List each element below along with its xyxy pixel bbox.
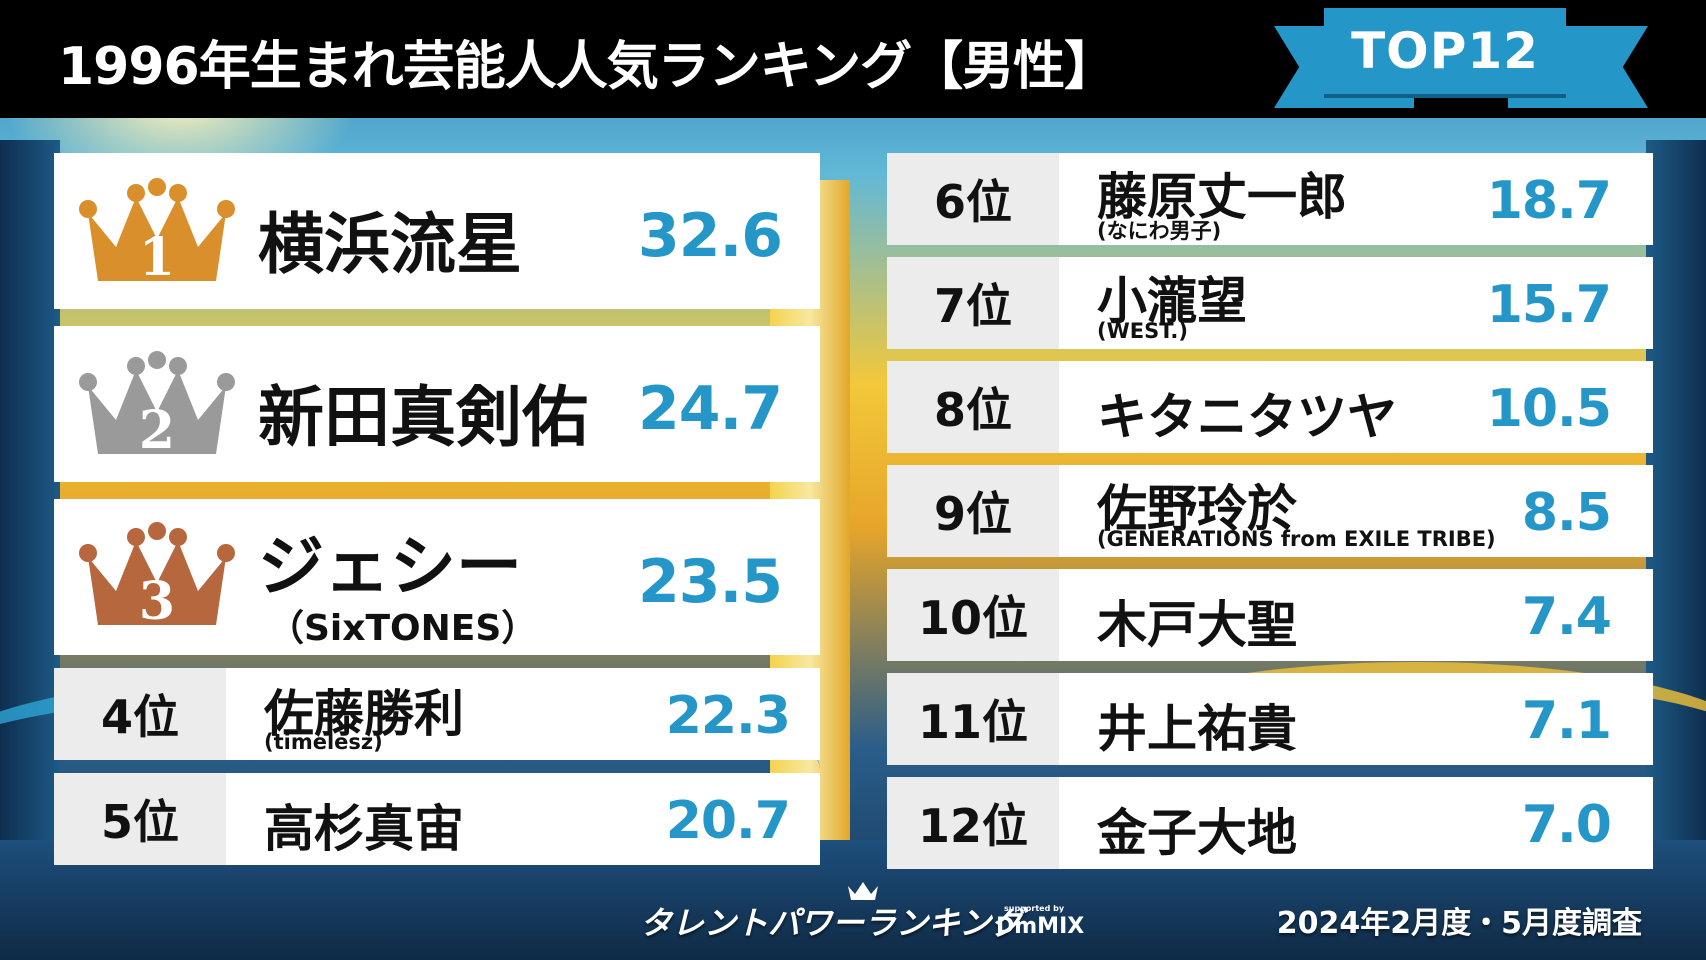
rank-group: (timelesz) [264,730,383,754]
rank-number: 9位 [887,465,1059,557]
top12-ribbon: TOP12 [1324,8,1566,94]
crown-rank-number: 3 [139,571,175,632]
rank-number: 5位 [54,773,226,865]
rank-card-7: 7位 小瀧望 (WEST.) 15.7 [887,257,1653,349]
crown-rank-number: 1 [139,227,175,288]
bronze-crown-icon: 3 [79,522,235,632]
rank-score: 8.5 [1521,483,1612,543]
sponsor-logo: DmMIX [996,914,1085,939]
rank-score: 20.7 [665,791,791,851]
crown-rank-number: 2 [139,400,175,461]
rank-number: 4位 [54,668,226,760]
rank-name: 高杉真宙 [264,800,464,858]
rank-name: 藤原丈一郎 [1097,168,1347,226]
rank-name: 佐藤勝利 [264,685,464,743]
rank-name: 金子大地 [1097,804,1297,862]
bg-tower-right [1646,140,1706,960]
talent-power-ranking-logo: タレントパワーランキング [640,904,1024,942]
rank-name: ジェシー [258,528,522,605]
rank-card-5: 5位 高杉真宙 20.7 [54,773,820,865]
rank-card-6: 6位 藤原丈一郎 (なにわ男子) 18.7 [887,153,1653,245]
rank-score: 22.3 [665,686,791,746]
rank-card-9: 9位 佐野玲於 (GENERATIONS from EXILE TRIBE) 8… [887,465,1653,557]
rank-name: 横浜流星 [258,206,522,283]
rank-group: (WEST.) [1097,319,1188,343]
rank-group: (なにわ男子) [1097,219,1222,243]
rank-score: 7.0 [1521,795,1612,855]
rank-card-1: 1 横浜流星 32.6 [54,153,820,309]
rank-score: 18.7 [1486,171,1612,231]
rank-card-11: 11位 井上祐貴 7.1 [887,673,1653,765]
survey-period: 2024年2月度・5月度調査 [1276,906,1642,941]
gold-crown-icon: 1 [79,178,235,288]
rank-score: 23.5 [637,547,783,617]
rank-number: 6位 [887,153,1059,245]
rank-group: (GENERATIONS from EXILE TRIBE) [1097,527,1496,551]
rank-name: 小瀧望 [1097,272,1247,330]
rank-card-12: 12位 金子大地 7.0 [887,777,1653,869]
rank-name: キタニタツヤ [1097,388,1397,446]
rank-card-4: 4位 佐藤勝利 (timelesz) 22.3 [54,668,820,760]
rank-number: 8位 [887,361,1059,453]
rank-name: 木戸大聖 [1097,596,1297,654]
rank-score: 7.1 [1521,691,1612,751]
rank-group: （SixTONES） [268,608,538,649]
top12-badge-text: TOP12 [1351,22,1539,80]
sponsor-label: supported by [1004,904,1065,913]
rank-number: 10位 [887,569,1059,661]
silver-crown-icon: 2 [79,351,235,461]
rank-number: 12位 [887,777,1059,869]
rank-card-3: 3 ジェシー （SixTONES） 23.5 [54,499,820,655]
rank-card-10: 10位 木戸大聖 7.4 [887,569,1653,661]
logo-crown-icon [848,882,878,900]
rank-score: 10.5 [1486,379,1612,439]
page-title: 1996年生まれ芸能人人気ランキング【男性】 [58,37,1116,97]
rank-name: 井上祐貴 [1097,700,1297,758]
rank-score: 15.7 [1486,275,1612,335]
rank-score: 24.7 [637,374,783,444]
rank-card-8: 8位 キタニタツヤ 10.5 [887,361,1653,453]
rank-score: 32.6 [637,201,783,271]
header-bar: 1996年生まれ芸能人人気ランキング【男性】 TOP12 [0,0,1706,118]
rank-card-2: 2 新田真剣佑 24.7 [54,326,820,482]
rank-number: 11位 [887,673,1059,765]
rank-number: 7位 [887,257,1059,349]
rank-name: 佐野玲於 [1097,480,1297,538]
rank-score: 7.4 [1521,587,1612,647]
rank-name: 新田真剣佑 [258,379,588,456]
